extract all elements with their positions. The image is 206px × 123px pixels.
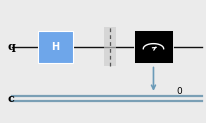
Bar <box>38 31 73 63</box>
Text: 0: 0 <box>176 87 182 96</box>
Text: q: q <box>7 41 15 52</box>
Bar <box>104 27 116 66</box>
Text: c: c <box>8 93 15 104</box>
Bar <box>134 30 173 63</box>
Text: H: H <box>52 42 60 52</box>
